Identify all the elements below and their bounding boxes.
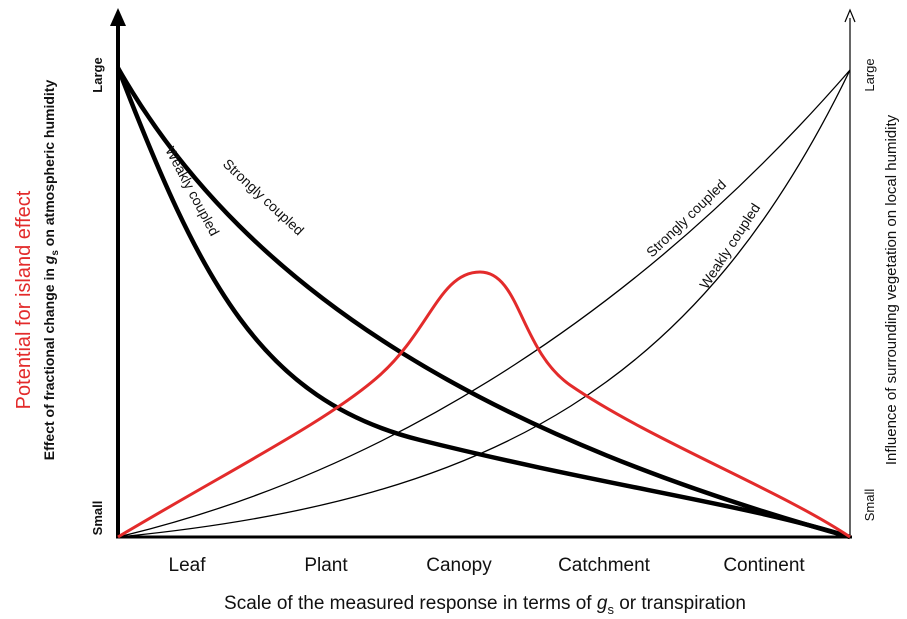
left-title: Potential for island effect — [13, 190, 35, 409]
category: Catchment — [558, 555, 651, 576]
right-arrow — [844, 8, 856, 23]
label-part: or transpiration — [614, 593, 746, 614]
x-axis-label: Scale of the measured response in terms … — [224, 593, 746, 617]
category: Continent — [723, 555, 805, 576]
label-var: g — [41, 255, 57, 265]
right-axis-label: Influence of surrounding vegetation on l… — [883, 114, 900, 465]
left-top-label: Large — [90, 57, 105, 92]
left-axis-label: Effect of fractional change in gs on atm… — [41, 80, 61, 461]
curve-label: Weakly coupled — [696, 200, 763, 291]
label-sub: s — [50, 250, 61, 256]
thin-weak-curve — [117, 69, 851, 538]
left-bottom-label: Small — [90, 501, 105, 536]
right-top-label: Large — [862, 58, 877, 91]
left-arrow — [110, 8, 126, 26]
island-effect-curve — [117, 270, 851, 539]
curve-label: Strongly coupled — [643, 176, 729, 260]
label-part: Scale of the measured response in terms … — [224, 593, 597, 614]
label-var: g — [597, 593, 608, 614]
category: Plant — [304, 555, 348, 576]
curve-label: Strongly coupled — [220, 155, 307, 238]
thick-weak-curve — [115, 67, 851, 540]
category: Canopy — [426, 555, 492, 576]
category: Leaf — [169, 555, 207, 576]
label-part: Effect of fractional change in — [41, 264, 57, 460]
label-part: on atmospheric humidity — [41, 80, 57, 251]
right-bottom-label: Small — [862, 489, 877, 522]
thin-strong-curve — [117, 69, 851, 538]
label-sub: s — [607, 602, 614, 617]
curve-label: Weakly coupled — [162, 144, 222, 239]
